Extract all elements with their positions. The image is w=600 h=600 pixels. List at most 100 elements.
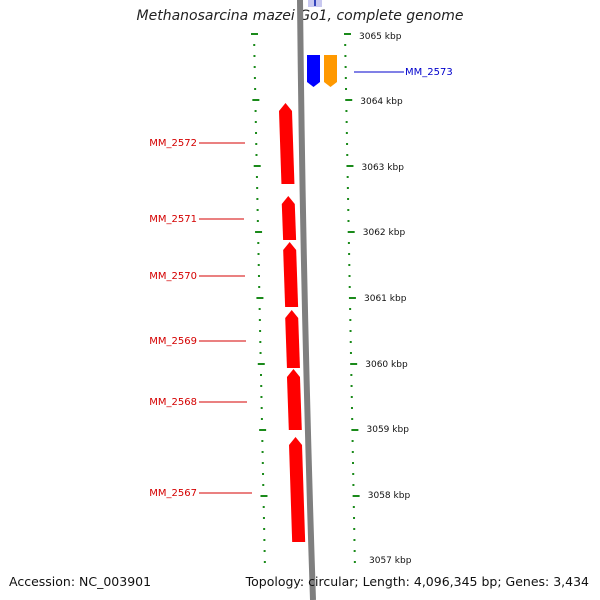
ring-tick — [254, 110, 257, 112]
ring-tick — [350, 385, 353, 387]
gene-label[interactable]: MM_2568 — [149, 397, 197, 408]
ring-tick — [347, 220, 350, 222]
ring-tick — [255, 176, 258, 178]
scale-label: 3059 kbp — [367, 425, 410, 435]
ring-tick — [255, 231, 263, 233]
ring-tick — [255, 143, 258, 145]
ring-tick — [347, 209, 350, 211]
ring-tick — [262, 473, 265, 475]
forward-gene[interactable] — [307, 55, 320, 87]
forward-gene[interactable] — [324, 55, 337, 87]
gene-labels: MM_2573 MM_2572 MM_2571 MM_2570 MM_2569 MM_25… — [149, 67, 452, 499]
ring-tick — [256, 297, 264, 299]
ring-tick — [259, 352, 262, 354]
ring-tick — [346, 165, 354, 167]
gene-label[interactable]: MM_2570 — [149, 271, 197, 282]
gene-label[interactable]: MM_2569 — [149, 336, 197, 347]
ring-tick — [352, 495, 360, 497]
ring-tick — [254, 121, 257, 123]
ring-tick — [260, 396, 263, 398]
ring-tick — [257, 363, 265, 365]
ring-tick — [348, 264, 351, 266]
ring-tick — [256, 187, 259, 189]
reverse-gene[interactable] — [289, 437, 306, 542]
ring-tick — [259, 330, 262, 332]
ring-tick — [350, 374, 353, 376]
ring-tick — [258, 308, 261, 310]
gene-label[interactable]: MM_2567 — [149, 488, 197, 499]
ring-tick — [260, 495, 268, 497]
ring-tick — [345, 99, 353, 101]
gene-label[interactable]: MM_2572 — [149, 138, 197, 149]
ring-tick — [349, 319, 352, 321]
ring-tick — [257, 253, 260, 255]
ring-tick — [254, 88, 257, 90]
ring-tick — [253, 55, 256, 57]
ring-tick — [351, 440, 354, 442]
gene-label[interactable]: MM_2573 — [405, 67, 453, 78]
ring-tick — [351, 451, 354, 453]
ring-tick — [353, 550, 356, 552]
ring-tick — [344, 44, 347, 46]
ring-tick — [353, 517, 356, 519]
reverse-gene[interactable] — [281, 196, 297, 240]
ring-tick — [351, 429, 359, 431]
ring-tick — [351, 418, 354, 420]
scale-label: 3058 kbp — [368, 491, 411, 501]
ring-tick — [349, 308, 352, 310]
genome-stats: Topology: circular; Length: 4,096,345 bp… — [245, 574, 589, 589]
ring-tick — [263, 561, 266, 563]
ring-tick — [352, 506, 355, 508]
ring-tick — [346, 143, 349, 145]
ring-tick — [350, 396, 353, 398]
ring-tick — [255, 154, 258, 156]
gene-track — [279, 55, 337, 542]
ring-tick — [258, 319, 261, 321]
ring-tick — [260, 385, 263, 387]
ring-tick — [349, 352, 352, 354]
scale-label: 3065 kbp — [359, 32, 402, 42]
ring-tick — [347, 231, 355, 233]
ring-tick — [350, 407, 353, 409]
ring-tick — [263, 550, 266, 552]
reverse-gene[interactable] — [286, 369, 302, 430]
left-dotted-ring — [251, 33, 268, 563]
ring-tick — [348, 286, 351, 288]
accession-label: Accession: NC_003901 — [9, 574, 152, 589]
ring-tick — [259, 374, 262, 376]
scale-ticks: 3065 kbp 3064 kbp 3063 kbp 3062 kbp 3061 kbp… — [359, 32, 412, 566]
ring-tick — [257, 264, 260, 266]
ring-tick — [260, 407, 263, 409]
ring-tick — [345, 121, 348, 123]
ring-tick — [256, 209, 259, 211]
scale-label: 3062 kbp — [363, 228, 406, 238]
ring-tick — [263, 528, 266, 530]
ring-tick — [349, 341, 352, 343]
ring-tick — [349, 330, 352, 332]
ring-tick — [257, 275, 260, 277]
label-leaders — [199, 71, 404, 494]
right-dotted-ring — [344, 33, 360, 563]
ring-tick — [256, 198, 259, 200]
ring-tick — [262, 484, 265, 486]
scale-label: 3063 kbp — [362, 163, 405, 173]
ring-tick — [350, 363, 358, 365]
ring-tick — [352, 462, 355, 464]
ring-tick — [252, 99, 260, 101]
ring-tick — [345, 110, 348, 112]
ring-tick — [353, 528, 356, 530]
scale-label: 3057 kbp — [369, 556, 412, 566]
reverse-gene[interactable] — [285, 310, 300, 368]
ring-tick — [344, 33, 351, 35]
ring-tick — [346, 187, 349, 189]
reverse-gene[interactable] — [279, 103, 295, 184]
reverse-gene[interactable] — [283, 242, 299, 307]
ring-tick — [253, 77, 256, 79]
ring-tick — [348, 275, 351, 277]
ring-tick — [257, 242, 260, 244]
genome-backbone — [297, 0, 316, 600]
scale-label: 3060 kbp — [365, 360, 408, 370]
ring-tick — [263, 539, 266, 541]
ring-tick — [344, 55, 347, 57]
gene-label[interactable]: MM_2571 — [149, 214, 197, 225]
